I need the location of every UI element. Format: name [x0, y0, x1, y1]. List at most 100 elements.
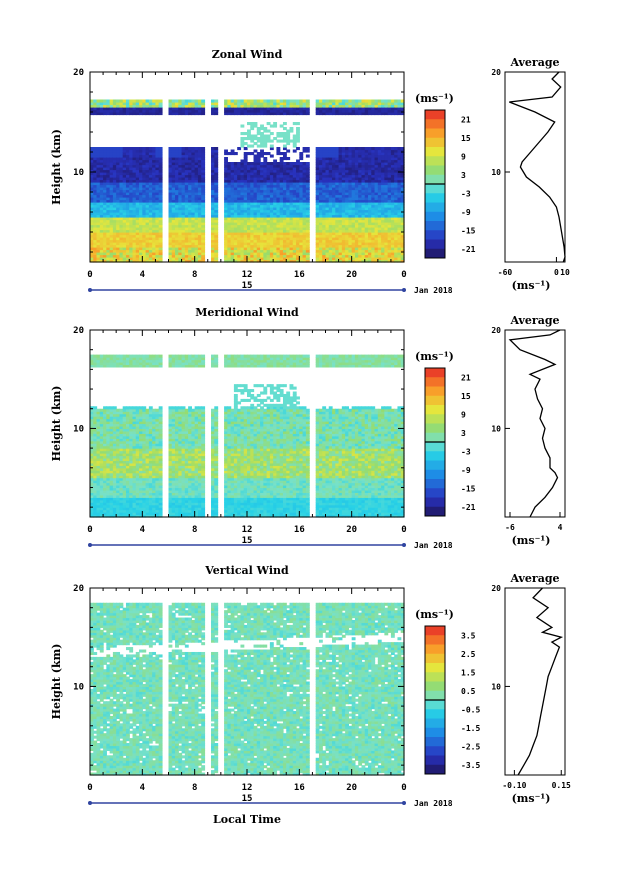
heatmap-cell: [103, 182, 107, 186]
profile-title: Average: [509, 56, 559, 69]
heatmap-cell: [129, 214, 134, 218]
profile-line: [509, 71, 566, 263]
heatmap-cell: [142, 109, 147, 113]
heatmap-cell: [125, 164, 130, 168]
heatmap-cell: [135, 157, 140, 161]
heatmap-cell: [112, 197, 117, 201]
heatmap-cell: [125, 204, 130, 208]
heatmap-cell: [103, 244, 107, 248]
heatmap-cell: [145, 149, 150, 153]
heatmap-cell: [122, 154, 127, 158]
heatmap-cell: [93, 149, 98, 153]
colorbar-segment: [425, 184, 445, 194]
heatmap-cell: [135, 232, 140, 236]
heatmap-cell: [139, 167, 143, 171]
heatmap-cell: [106, 204, 111, 208]
heatmap-cell: [139, 107, 143, 111]
heatmap-cell: [106, 159, 111, 163]
heatmap-cell: [155, 184, 160, 188]
heatmap-cell: [93, 197, 98, 201]
heatmap-cell: [112, 104, 117, 108]
heatmap-cell: [116, 239, 121, 243]
heatmap-cell: [145, 162, 150, 166]
heatmap-cell: [99, 102, 104, 106]
heatmap-cell: [145, 179, 150, 183]
heatmap-cell: [155, 239, 160, 243]
heatmap-cell: [109, 207, 114, 211]
heatmap-cell: [99, 184, 104, 188]
x-tick-label: 0: [401, 270, 406, 280]
heatmap-cell: [122, 152, 127, 156]
heatmap-cell: [139, 179, 143, 183]
heatmap-cell: [129, 242, 134, 246]
heatmap-cell: [148, 199, 153, 203]
heatmap-cell: [155, 254, 160, 258]
heatmap-cell: [99, 202, 104, 206]
heatmap-cell: [99, 244, 104, 248]
heatmap-cell: [139, 159, 143, 163]
heatmap-cell: [112, 217, 117, 221]
heatmap-cell: [122, 184, 127, 188]
heatmap-cell: [139, 112, 143, 116]
heatmap-cell: [224, 157, 228, 161]
heatmap-cell: [119, 169, 124, 173]
heatmap-cell: [93, 107, 98, 111]
heatmap-cell: [145, 237, 150, 241]
heatmap-cell: [122, 149, 127, 153]
heatmap-cell: [305, 154, 310, 158]
heatmap-cell: [109, 172, 114, 176]
heatmap-cell: [145, 167, 150, 171]
heatmap-cell: [93, 224, 98, 228]
heatmap-cell: [155, 174, 160, 178]
colorbar-tick-label: -3: [461, 189, 471, 198]
heatmap-cell: [112, 202, 117, 206]
heatmap-cell: [152, 164, 157, 168]
heatmap-cell: [122, 182, 127, 186]
heatmap-cell: [99, 232, 104, 236]
heatmap-cell: [93, 257, 98, 261]
colorbar-segment: [425, 147, 445, 157]
heatmap-cell: [135, 242, 140, 246]
heatmap-cell: [103, 99, 107, 103]
heatmap-cell: [99, 214, 104, 218]
heatmap-cell: [119, 182, 124, 186]
heatmap-cell: [116, 104, 121, 108]
heatmap-cell: [125, 172, 130, 176]
heatmap-cell: [116, 224, 121, 228]
heatmap-cell: [201, 147, 206, 151]
heatmap-cell: [112, 189, 117, 193]
heatmap-cell: [103, 199, 107, 203]
heatmap-cell: [106, 167, 111, 171]
heatmap-cell: [129, 222, 134, 226]
heatmap-cell: [125, 224, 130, 228]
heatmap-cell: [96, 152, 101, 156]
heatmap-cell: [93, 242, 98, 246]
heatmap-cell: [93, 154, 98, 158]
heatmap-cell: [142, 219, 147, 223]
heatmap-cell: [119, 252, 124, 256]
heatmap-cell: [99, 192, 104, 196]
heatmap-cell: [139, 194, 143, 198]
heatmap-cell: [129, 199, 134, 203]
heatmap-cell: [148, 192, 153, 196]
heatmap-cell: [116, 109, 121, 113]
heatmap-cell: [145, 177, 150, 181]
heatmap-cell: [148, 237, 153, 241]
heatmap-cell: [152, 147, 157, 151]
heatmap-cell: [142, 157, 147, 161]
heatmap-cell: [142, 99, 147, 103]
heatmap-cell: [139, 152, 143, 156]
heatmap-cell: [116, 192, 121, 196]
heatmap-cell: [201, 99, 206, 103]
heatmap-cell: [125, 149, 130, 153]
heatmap-cell: [116, 254, 121, 258]
heatmap-cell: [122, 177, 127, 181]
heatmap-cell: [90, 162, 94, 166]
heatmap-cell: [90, 247, 94, 251]
heatmap-cell: [148, 112, 153, 116]
heatmap-cell: [155, 212, 160, 216]
heatmap-cell: [135, 172, 140, 176]
heatmap-cell: [96, 154, 101, 158]
heatmap-cell: [109, 102, 114, 106]
heatmap-cell: [148, 214, 153, 218]
